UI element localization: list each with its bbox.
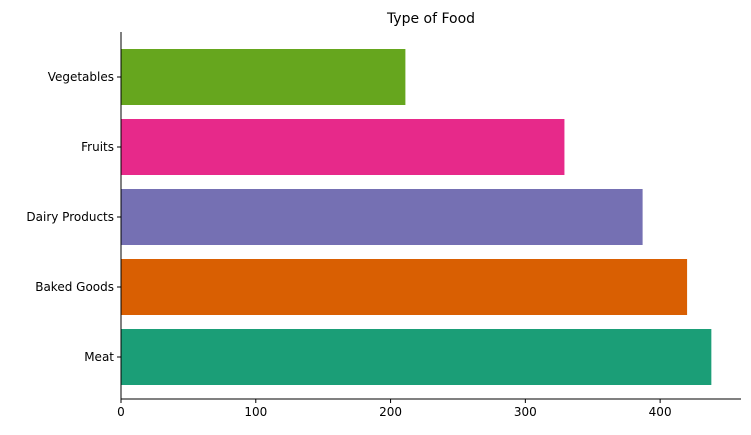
y-tick-label-vegetables: Vegetables: [48, 70, 114, 84]
y-tick-label-dairy-products: Dairy Products: [26, 210, 114, 224]
bar-baked-goods: [121, 259, 688, 315]
x-tick-label: 0: [117, 405, 125, 419]
x-tick-label: 300: [514, 405, 537, 419]
y-tick-label-meat: Meat: [84, 350, 114, 364]
chart-title: Type of Food: [386, 11, 475, 27]
bar-fruits: [121, 119, 565, 175]
bar-vegetables: [121, 49, 406, 105]
bars-group: [121, 49, 712, 385]
y-axis-ticks: Meat Baked Goods Dairy Products Fruits Veget…: [26, 70, 121, 364]
x-tick-label: 400: [649, 405, 672, 419]
y-tick-label-fruits: Fruits: [81, 140, 114, 154]
y-tick-label-baked-goods: Baked Goods: [35, 280, 114, 294]
bar-dairy-products: [121, 189, 643, 245]
x-tick-label: 100: [244, 405, 267, 419]
bar-meat: [121, 329, 712, 385]
x-axis-ticks: 0 100 200 300 400: [117, 399, 672, 419]
x-tick-label: 200: [379, 405, 402, 419]
